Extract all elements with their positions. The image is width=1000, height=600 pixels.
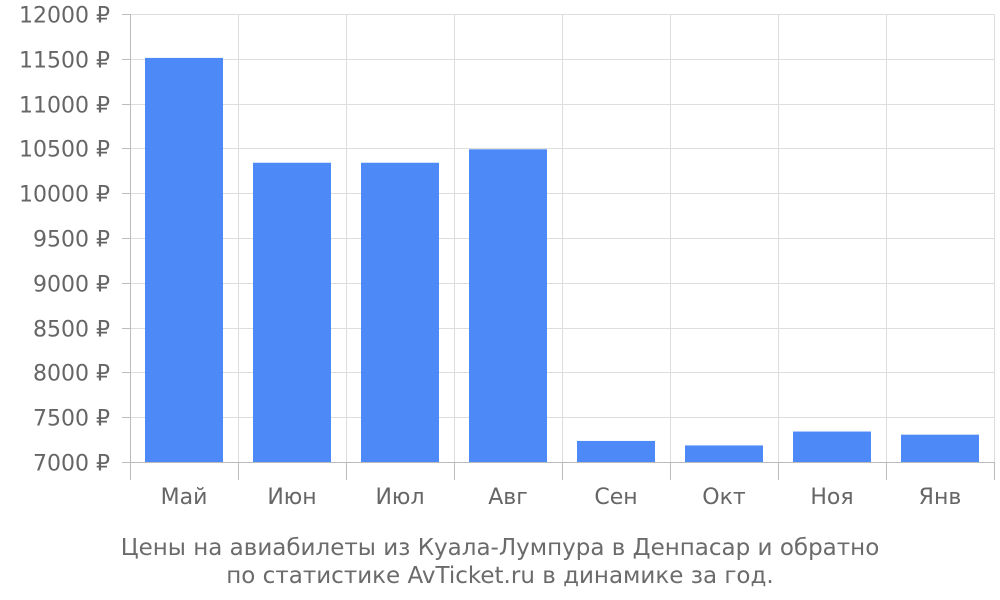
- x-tick-label: Май: [161, 485, 208, 510]
- x-tick-label: Янв: [919, 485, 962, 510]
- x-tick-label: Авг: [488, 485, 528, 510]
- bar-2: [253, 162, 331, 462]
- y-tick-label: 7000 ₽: [33, 452, 110, 477]
- axes: [122, 14, 995, 480]
- x-tick-label: Июл: [375, 485, 424, 510]
- bar-5: [577, 440, 655, 462]
- y-tick-label: 8500 ₽: [33, 318, 110, 343]
- chart-caption-line-2: по статистике AvTicket.ru в динамике за …: [226, 563, 774, 589]
- bar-3: [361, 162, 439, 462]
- bar-8: [901, 434, 979, 462]
- y-tick-label: 8000 ₽: [33, 362, 110, 387]
- y-tick-label: 9000 ₽: [33, 273, 110, 298]
- bar-7: [793, 431, 871, 462]
- bar-4: [469, 149, 547, 462]
- y-tick-label: 10500 ₽: [19, 138, 110, 163]
- y-tick-label: 7500 ₽: [33, 407, 110, 432]
- x-tick-label: Окт: [702, 485, 746, 510]
- y-tick-label: 9500 ₽: [33, 228, 110, 253]
- chart-caption-line-1: Цены на авиабилеты из Куала-Лумпура в Де…: [120, 535, 880, 561]
- y-tick-labels: 7000 ₽ 7500 ₽ 8000 ₽ 8500 ₽ 9000 ₽ 9500 ₽ 1000…: [19, 4, 110, 477]
- x-tick-labels: Май Июн Июл Авг Сен Окт Ноя Янв: [161, 485, 962, 510]
- y-tick-label: 11000 ₽: [19, 94, 110, 119]
- bar-1: [145, 57, 223, 463]
- bar-6: [685, 445, 763, 462]
- bars: [145, 57, 979, 463]
- y-tick-label: 12000 ₽: [19, 4, 110, 29]
- y-tick-label: 10000 ₽: [19, 183, 110, 208]
- y-tick-label: 11500 ₽: [19, 49, 110, 74]
- x-tick-label: Ноя: [810, 485, 853, 510]
- bar-chart: 7000 ₽ 7500 ₽ 8000 ₽ 8500 ₽ 9000 ₽ 9500 ₽ 1000…: [19, 4, 995, 510]
- x-tick-label: Сен: [594, 485, 637, 510]
- x-tick-label: Июн: [267, 485, 316, 510]
